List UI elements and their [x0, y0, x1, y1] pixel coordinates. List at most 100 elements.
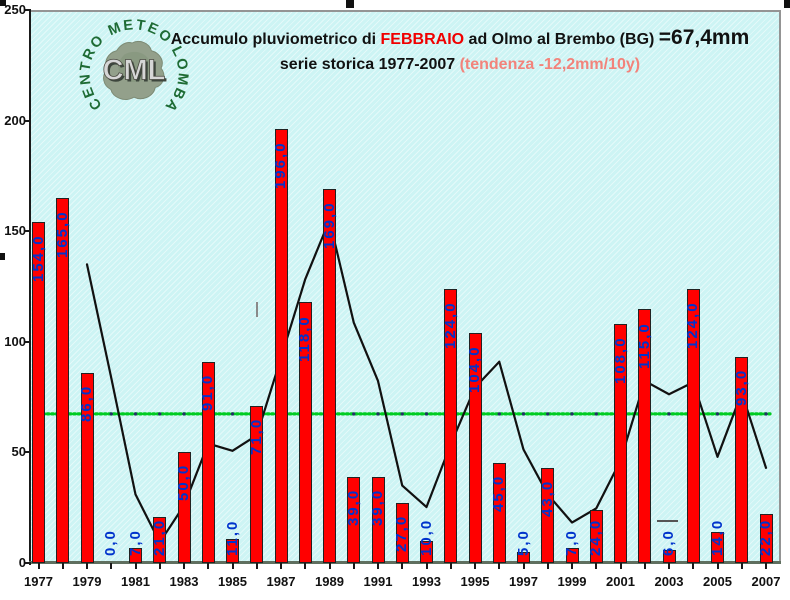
x-axis-tick [692, 563, 695, 569]
bar-value-label: 118,0 [296, 315, 314, 362]
cml-logo: CENTRO METEO LOMBARDO CML CML [76, 14, 189, 116]
x-axis-year-label: 1993 [412, 574, 441, 589]
screen-artifact [346, 0, 354, 8]
chart-title-block: Accumulo pluviometrico di FEBBRAIO ad Ol… [170, 27, 750, 76]
y-axis-tick [24, 451, 31, 454]
bar [347, 476, 361, 563]
bar [371, 476, 385, 563]
bar-value-label: 0,0 [102, 529, 120, 556]
x-axis-tick [304, 563, 307, 569]
bar-value-label: 169,0 [320, 201, 338, 250]
bar [250, 405, 264, 563]
bar [517, 551, 530, 563]
bar [686, 288, 700, 563]
logo-center-shadow: CML [105, 57, 168, 89]
y-axis-label: 200 [4, 112, 26, 128]
x-axis-tick [765, 563, 767, 569]
y-axis-tick [24, 562, 31, 564]
bar [468, 332, 482, 563]
y-axis-label: 50 [11, 444, 26, 460]
bar-value-label: 196,0 [272, 141, 289, 190]
bar-value-label: 22,0 [757, 518, 774, 556]
bar [177, 452, 191, 563]
screen-artifact [0, 253, 5, 260]
bar-value-label: 21,0 [150, 518, 168, 556]
bar-value-label: 93,0 [732, 369, 750, 407]
bar [711, 532, 724, 563]
bar [614, 324, 627, 563]
x-axis-tick [231, 563, 234, 569]
bar-value-label: 154,0 [29, 234, 47, 283]
bar [395, 503, 409, 563]
x-axis-tick [571, 563, 573, 569]
bar-value-label: 108,0 [611, 336, 629, 385]
bar-value-label: 24,0 [587, 518, 605, 556]
chart-title: Accumulo pluviometrico di FEBBRAIO ad Ol… [170, 27, 750, 51]
x-axis-year-label: 2005 [703, 574, 732, 589]
x-axis-tick [425, 563, 428, 569]
x-axis-tick [716, 563, 719, 569]
bar [492, 463, 506, 563]
lombardy-shape-shade [118, 51, 151, 83]
y-axis-line [29, 10, 31, 565]
x-axis-year-label: 1997 [509, 574, 538, 589]
screen-artifact [784, 0, 790, 8]
screen-artifact [256, 302, 258, 317]
bar-value-label: 43,0 [538, 479, 556, 517]
title-total-value: =67,4mm [658, 26, 750, 49]
title-suffix: ad Olmo al Brembo (BG) [464, 31, 659, 48]
bar-value-label: 86,0 [78, 384, 95, 422]
bar [201, 361, 215, 563]
x-axis-year-label: 1979 [72, 574, 102, 589]
bar [56, 198, 70, 563]
x-axis-tick [619, 563, 622, 569]
x-axis-tick [110, 563, 113, 569]
x-axis-tick [643, 563, 646, 569]
bar-value-label: 50,0 [175, 464, 192, 502]
x-axis-tick [134, 563, 137, 569]
chart-subtitle: serie storica 1977-2007 (tendenza -12,2m… [170, 54, 750, 76]
bar [565, 547, 579, 563]
x-axis-year-label: 1983 [169, 574, 199, 589]
subtitle-series: serie storica 1977-2007 [279, 56, 460, 73]
x-axis-tick [352, 563, 355, 569]
y-axis-tick [24, 9, 31, 11]
y-axis-label: 150 [4, 223, 26, 239]
title-prefix: Accumulo pluviometrico di [170, 31, 381, 48]
bar [420, 540, 433, 563]
x-axis-year-label: 1981 [121, 574, 150, 589]
bar-value-label: 165,0 [53, 210, 71, 259]
x-axis-year-label: 1987 [266, 574, 296, 589]
y-axis-tick [24, 230, 31, 233]
x-axis-tick [377, 563, 379, 569]
y-axis-label: 250 [4, 2, 26, 17]
bar [226, 538, 239, 563]
x-axis-year-label: 1977 [24, 574, 53, 589]
x-axis-tick [61, 563, 64, 569]
x-axis-tick [255, 563, 258, 569]
x-axis-tick [740, 563, 743, 569]
bar [153, 516, 167, 563]
bar-value-label: 124,0 [441, 301, 459, 349]
bar [662, 549, 676, 563]
y-axis-tick [24, 119, 31, 122]
bar-value-label: 5,0 [514, 529, 532, 556]
bar-value-label: 39,0 [344, 488, 362, 526]
x-axis-tick [522, 563, 525, 569]
x-axis-year-label: 1999 [557, 574, 587, 589]
bar [32, 222, 45, 563]
x-axis-year-label: 1985 [218, 574, 247, 589]
bar [638, 308, 652, 563]
logo-center-text: CML [103, 55, 166, 87]
title-month: FEBBRAIO [380, 31, 465, 48]
bar-value-label: 115,0 [635, 321, 653, 369]
y-axis-label: 0 [18, 555, 26, 570]
x-axis-tick [158, 563, 161, 569]
x-axis-tick [328, 563, 331, 569]
screen-artifact [657, 520, 678, 522]
bar-value-label: 104,0 [466, 345, 483, 393]
subtitle-trend: (tendenza -12,2mm/10y) [459, 56, 641, 73]
bar-value-label: 39,0 [369, 488, 386, 526]
bar [298, 301, 312, 563]
bar-value-label: 124,0 [684, 301, 702, 349]
